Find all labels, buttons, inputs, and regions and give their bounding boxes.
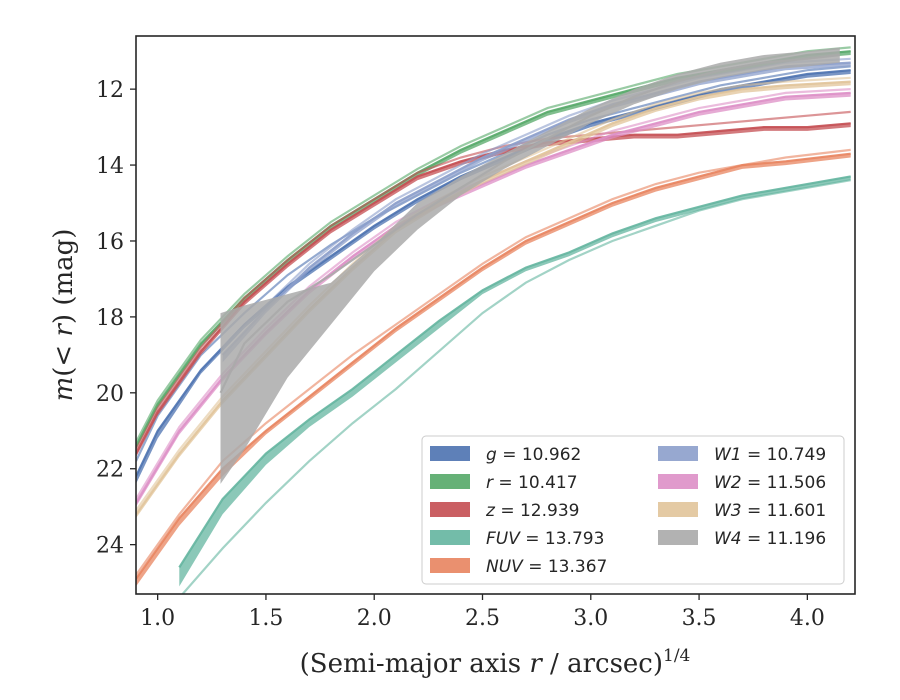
series-z-alt-line: [136, 110, 851, 451]
legend-swatch-w4: [658, 530, 698, 545]
x-tick-label: 2.0: [357, 606, 392, 631]
series-nuv-line: [136, 152, 851, 580]
legend-swatch-g: [430, 446, 470, 461]
legend-label-r: r = 10.417: [486, 473, 578, 493]
legend-label-w1: W1 = 10.749: [714, 445, 826, 465]
legend: g = 10.962 r = 10.417 z = 12.939 FUV = 13.7…: [421, 435, 845, 585]
legend-swatch-w2: [658, 474, 698, 489]
x-tick-label: 2.5: [465, 606, 500, 631]
y-tick-label: 22: [96, 458, 124, 483]
plot-frame: [135, 35, 856, 595]
legend-label-z: z = 12.939: [485, 501, 579, 521]
y-axis-label: m(< r) (mag): [49, 229, 79, 402]
x-tick-label: 3.5: [682, 606, 717, 631]
y-tick-label: 16: [96, 230, 124, 255]
legend-swatch-nuv: [430, 558, 470, 573]
legend-box: [421, 435, 845, 585]
series-layer: [136, 46, 851, 594]
y-tick-label: 18: [96, 306, 124, 331]
x-axis-label: (Semi-major axis r / arcsec)1/4: [300, 646, 691, 679]
legend-swatch-r: [430, 474, 470, 489]
x-tick-label: 1.5: [248, 606, 283, 631]
legend-label-g: g = 10.962: [486, 445, 581, 465]
legend-label-w2: W2 = 11.506: [714, 473, 826, 493]
legend-swatch-w3: [658, 502, 698, 517]
y-tick-label: 20: [96, 382, 124, 407]
x-tick-label: 4.0: [790, 606, 825, 631]
ticks-layer: 1.0 1.5 2.0 2.5 3.0 3.5 4.0 12 14 16 18 20 22 24: [96, 78, 825, 631]
legend-label-nuv: NUV = 13.367: [486, 557, 607, 577]
legend-swatch-w1: [658, 446, 698, 461]
legend-swatch-fuv: [430, 530, 470, 545]
legend-label-fuv: FUV = 13.793: [486, 529, 604, 549]
series-fuv-alt-line: [181, 179, 851, 594]
legend-label-w4: W4 = 11.196: [714, 529, 826, 549]
series-w4-line: [219, 53, 840, 394]
y-tick-label: 12: [96, 78, 124, 103]
x-tick-label: 1.0: [140, 606, 175, 631]
y-tick-label: 24: [96, 534, 124, 559]
x-tick-label: 3.0: [573, 606, 608, 631]
legend-swatch-z: [430, 502, 470, 517]
y-tick-label: 14: [96, 154, 124, 179]
series-w1-line: [221, 61, 851, 356]
legend-label-w3: W3 = 11.601: [714, 501, 826, 521]
series-fuv-line: [178, 175, 851, 568]
